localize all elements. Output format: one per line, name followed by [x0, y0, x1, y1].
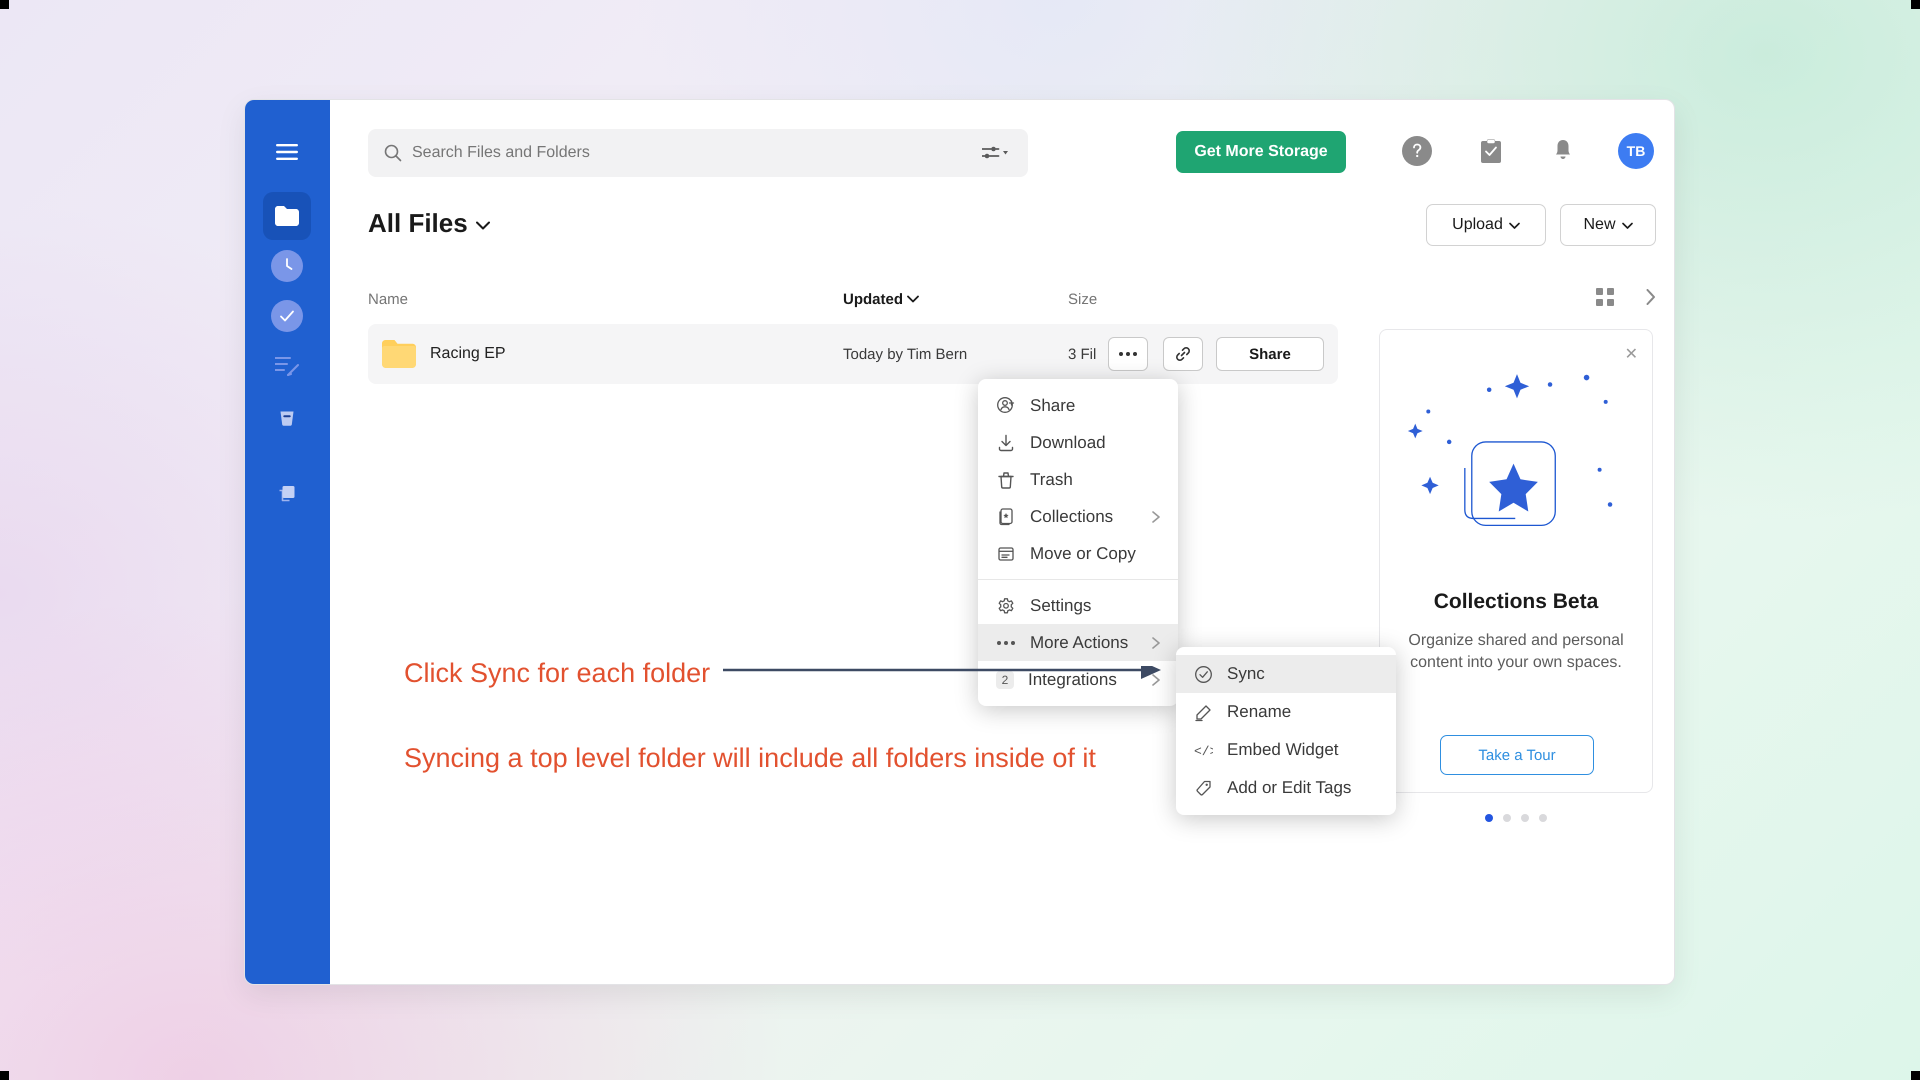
svg-text:</>: </>	[1194, 744, 1213, 759]
